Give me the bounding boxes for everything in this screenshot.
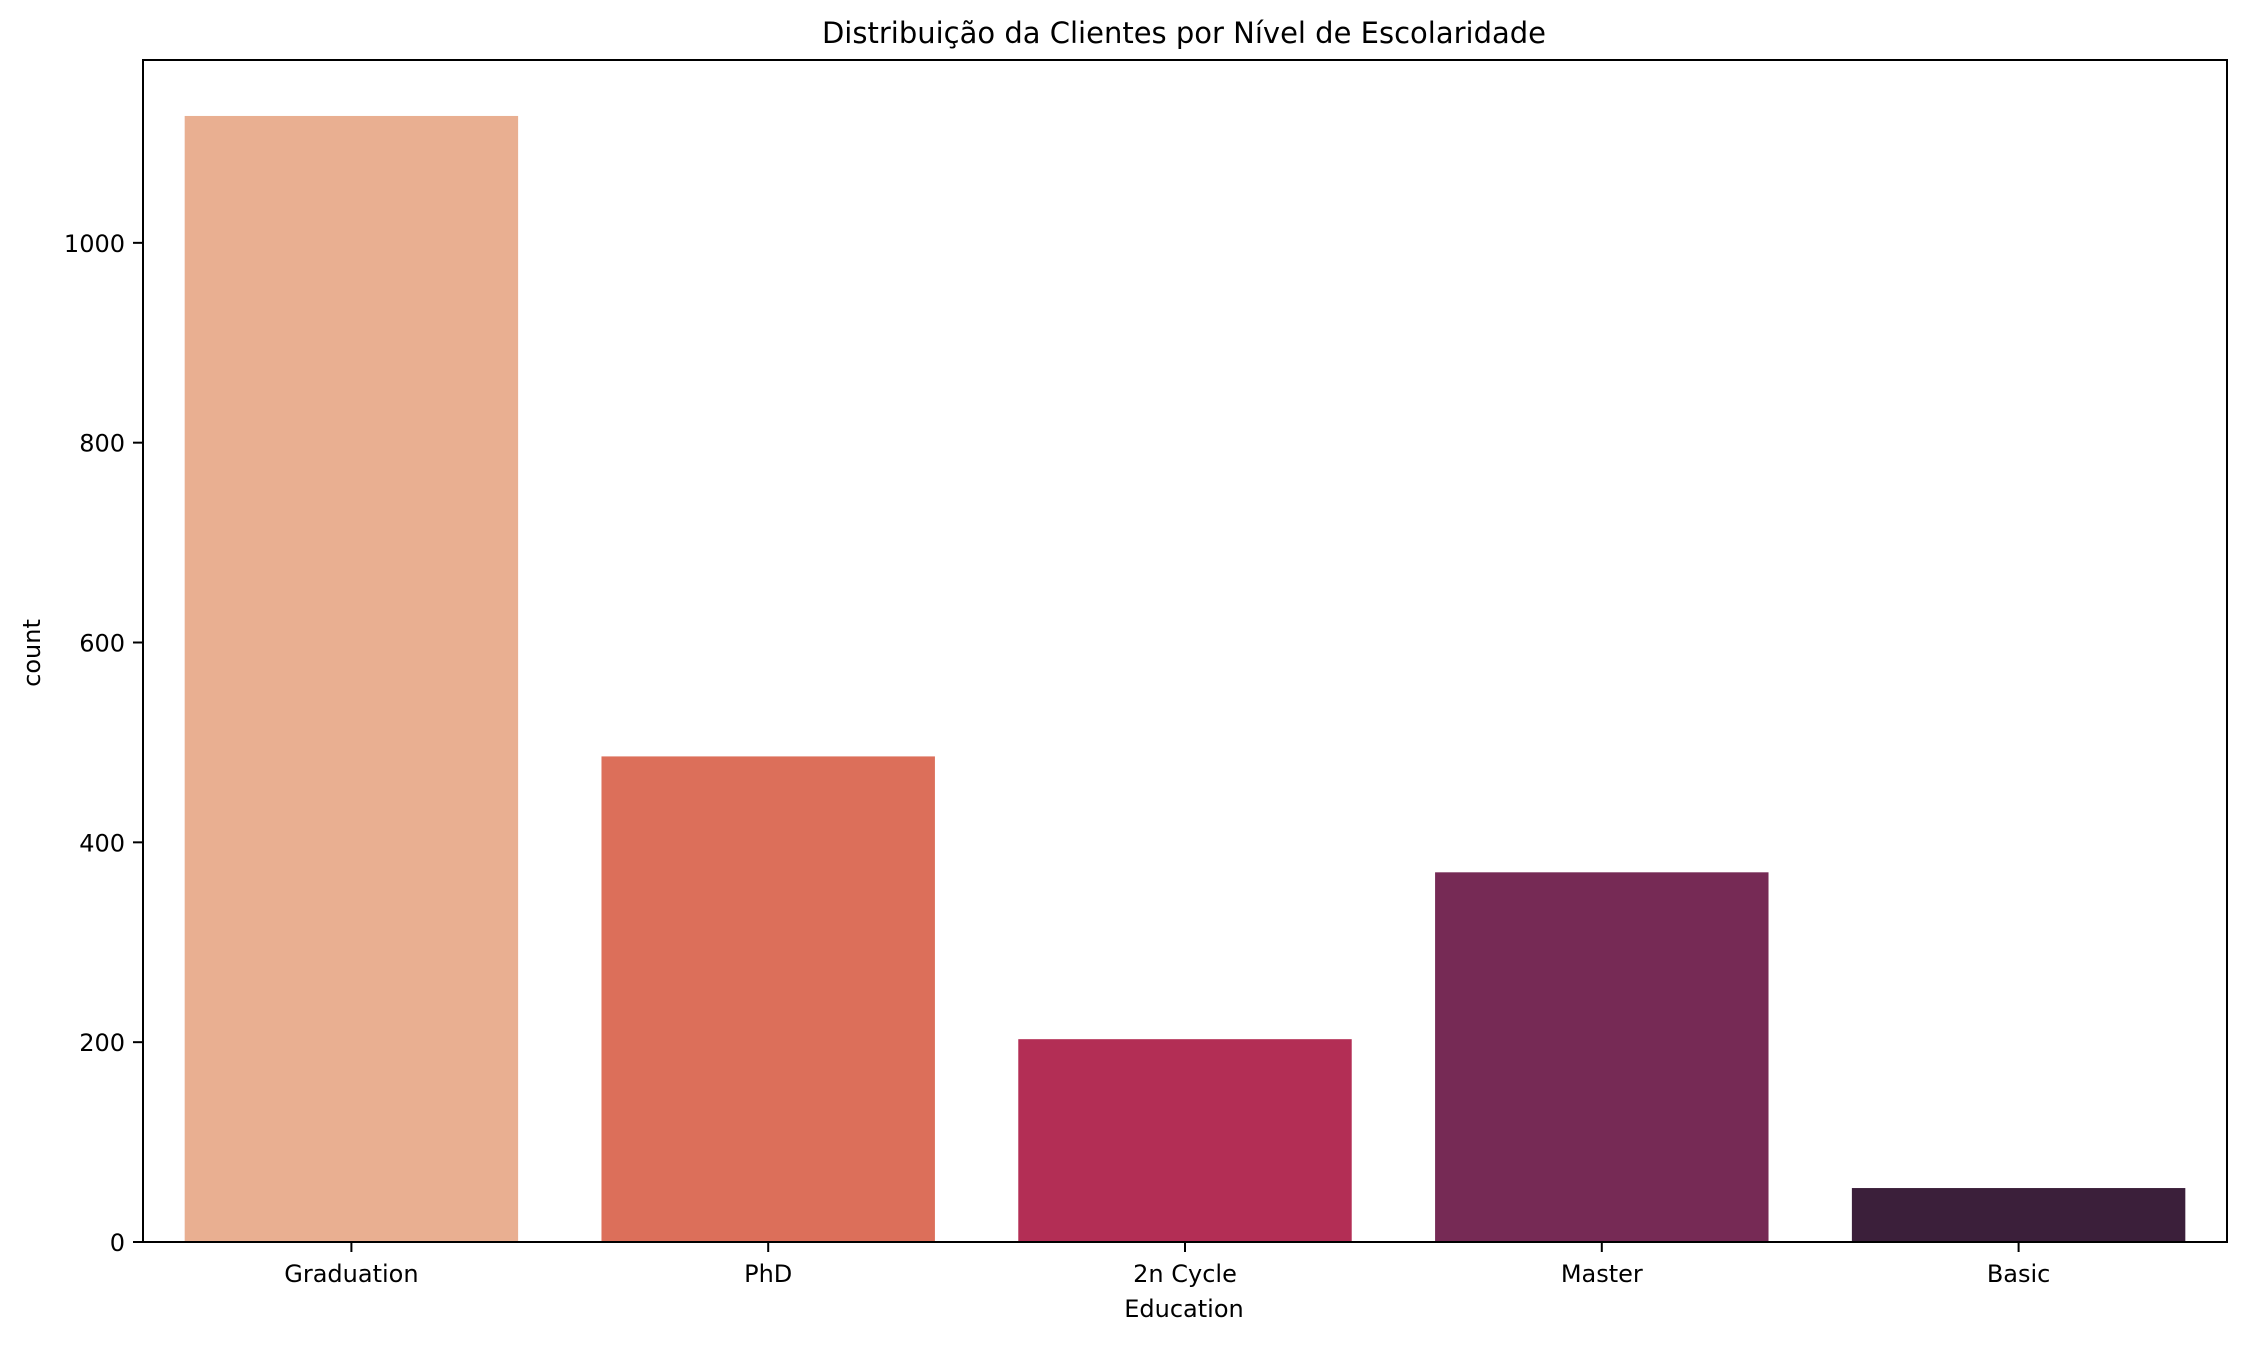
- x-tick-label-graduation: Graduation: [284, 1260, 418, 1288]
- bar-2n-cycle: [1018, 1039, 1352, 1242]
- x-axis-label: Education: [1124, 1295, 1243, 1323]
- y-tick-label-800: 800: [79, 430, 125, 458]
- y-tick-label-400: 400: [79, 829, 125, 857]
- y-tick-label-0: 0: [110, 1229, 125, 1257]
- x-tick-label-phd: PhD: [744, 1260, 792, 1288]
- x-tick-label-master: Master: [1561, 1260, 1643, 1288]
- x-tick-label-basic: Basic: [1987, 1260, 2051, 1288]
- bars-group: [184, 115, 2186, 1243]
- x-axis-ticks: Graduation PhD 2n Cycle Master Basic: [284, 1242, 2050, 1288]
- plot-frame: [142, 59, 2228, 1243]
- bar-master: [1435, 872, 1769, 1242]
- chart-title: Distribuição da Clientes por Nível de Es…: [822, 16, 1546, 50]
- bar-phd: [601, 756, 935, 1242]
- y-tick-label-600: 600: [79, 630, 125, 658]
- y-axis-ticks: 0 200 400 600 800 1000: [64, 230, 143, 1257]
- y-tick-label-200: 200: [79, 1029, 125, 1057]
- bar-basic: [1851, 1188, 2186, 1242]
- x-tick-label-2n-cycle: 2n Cycle: [1133, 1260, 1237, 1288]
- bar-graduation: [184, 115, 519, 1243]
- y-tick-label-1000: 1000: [64, 230, 125, 258]
- y-axis-label: count: [18, 619, 46, 687]
